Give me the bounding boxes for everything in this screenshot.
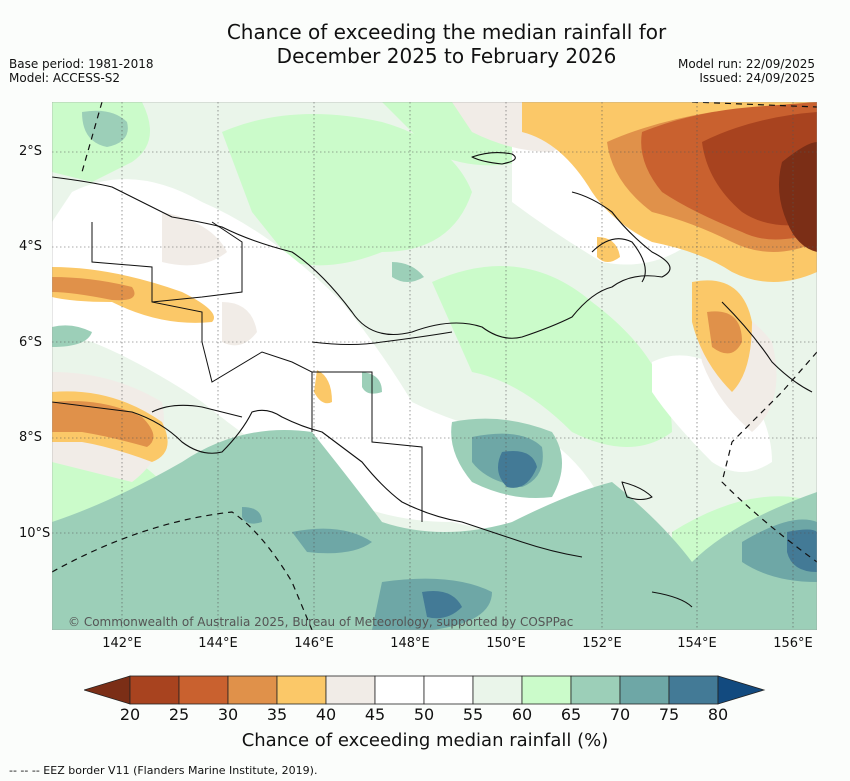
colorbar-arrow-low bbox=[84, 675, 131, 705]
lon-label-152e: 152°E bbox=[582, 636, 622, 651]
lat-label-6s: 6°S bbox=[19, 335, 43, 350]
eez-borders bbox=[52, 102, 817, 630]
map: © Commonwealth of Australia 2025, Bureau… bbox=[52, 102, 817, 630]
borders bbox=[91, 221, 423, 522]
model-name: Model: ACCESS-S2 bbox=[9, 71, 121, 85]
lon-label-146e: 146°E bbox=[294, 636, 334, 651]
meta-right: Model run: 22/09/2025 Issued: 24/09/2025 bbox=[678, 57, 815, 85]
colorbar-tick-label: 70 bbox=[609, 705, 631, 724]
model-run: Model run: 22/09/2025 bbox=[677, 57, 815, 71]
lon-label-150e: 150°E bbox=[486, 636, 526, 651]
meta-left: Base period: 1981-2018 Model: ACCESS-S2 bbox=[9, 57, 154, 85]
colorbar-tick-label: 75 bbox=[658, 705, 680, 724]
blue-zones bbox=[422, 451, 817, 619]
graticule bbox=[52, 102, 817, 630]
title-line-1: Chance of exceeding the median rainfall … bbox=[226, 20, 667, 44]
colorbar-segment bbox=[668, 675, 719, 705]
lat-label-10s: 10°S bbox=[19, 526, 51, 541]
colorbar-segment bbox=[570, 675, 621, 705]
colorbar-tick-label: 35 bbox=[266, 705, 288, 724]
lon-label-154e: 154°E bbox=[677, 636, 717, 651]
colorbar-tick-label: 80 bbox=[707, 705, 729, 724]
colorbar-tick-label: 50 bbox=[413, 705, 435, 724]
coastlines bbox=[52, 151, 813, 608]
colorbar-title: Chance of exceeding median rainfall (%) bbox=[241, 730, 609, 751]
colorbar-arrow-high bbox=[717, 675, 766, 705]
colorbar-tick-label: 20 bbox=[119, 705, 141, 724]
colorbar-segment bbox=[325, 675, 376, 705]
lat-label-8s: 8°S bbox=[19, 430, 43, 445]
colorbar-tick-label: 40 bbox=[315, 705, 337, 724]
lon-label-142e: 142°E bbox=[102, 636, 142, 651]
copyright-text: © Commonwealth of Australia 2025, Bureau… bbox=[68, 615, 573, 629]
lon-label-148e: 148°E bbox=[390, 636, 430, 651]
colorbar-segment bbox=[227, 675, 278, 705]
lon-label-144e: 144°E bbox=[198, 636, 238, 651]
colorbar-segment bbox=[619, 675, 670, 705]
colorbar-segment bbox=[472, 675, 523, 705]
colorbar-segment bbox=[276, 675, 327, 705]
colorbar-segment bbox=[521, 675, 572, 705]
colorbar bbox=[84, 675, 766, 705]
deepest-brown-zones bbox=[778, 142, 817, 252]
lat-label-4s: 4°S bbox=[19, 239, 43, 254]
colorbar-tick-label: 55 bbox=[462, 705, 484, 724]
colorbar-segment bbox=[374, 675, 425, 705]
base-period: Base period: 1981-2018 bbox=[9, 57, 154, 71]
lon-label-156e: 156°E bbox=[773, 636, 813, 651]
lat-label-2s: 2°S bbox=[19, 144, 43, 159]
colorbar-tick-label: 25 bbox=[168, 705, 190, 724]
footnote: -- -- -- EEZ border V11 (Flanders Marine… bbox=[9, 764, 318, 777]
chart-title: Chance of exceeding the median rainfall … bbox=[0, 20, 850, 68]
colorbar-tick-label: 30 bbox=[217, 705, 239, 724]
colorbar-segment bbox=[178, 675, 229, 705]
title-line-2: December 2025 to February 2026 bbox=[276, 44, 617, 68]
colorbar-segment bbox=[423, 675, 474, 705]
colorbar-tick-label: 65 bbox=[560, 705, 582, 724]
colorbar-tick-label: 45 bbox=[364, 705, 386, 724]
colorbar-tick-label: 60 bbox=[511, 705, 533, 724]
colorbar-segment bbox=[129, 675, 180, 705]
issued-date: Issued: 24/09/2025 bbox=[699, 71, 815, 85]
